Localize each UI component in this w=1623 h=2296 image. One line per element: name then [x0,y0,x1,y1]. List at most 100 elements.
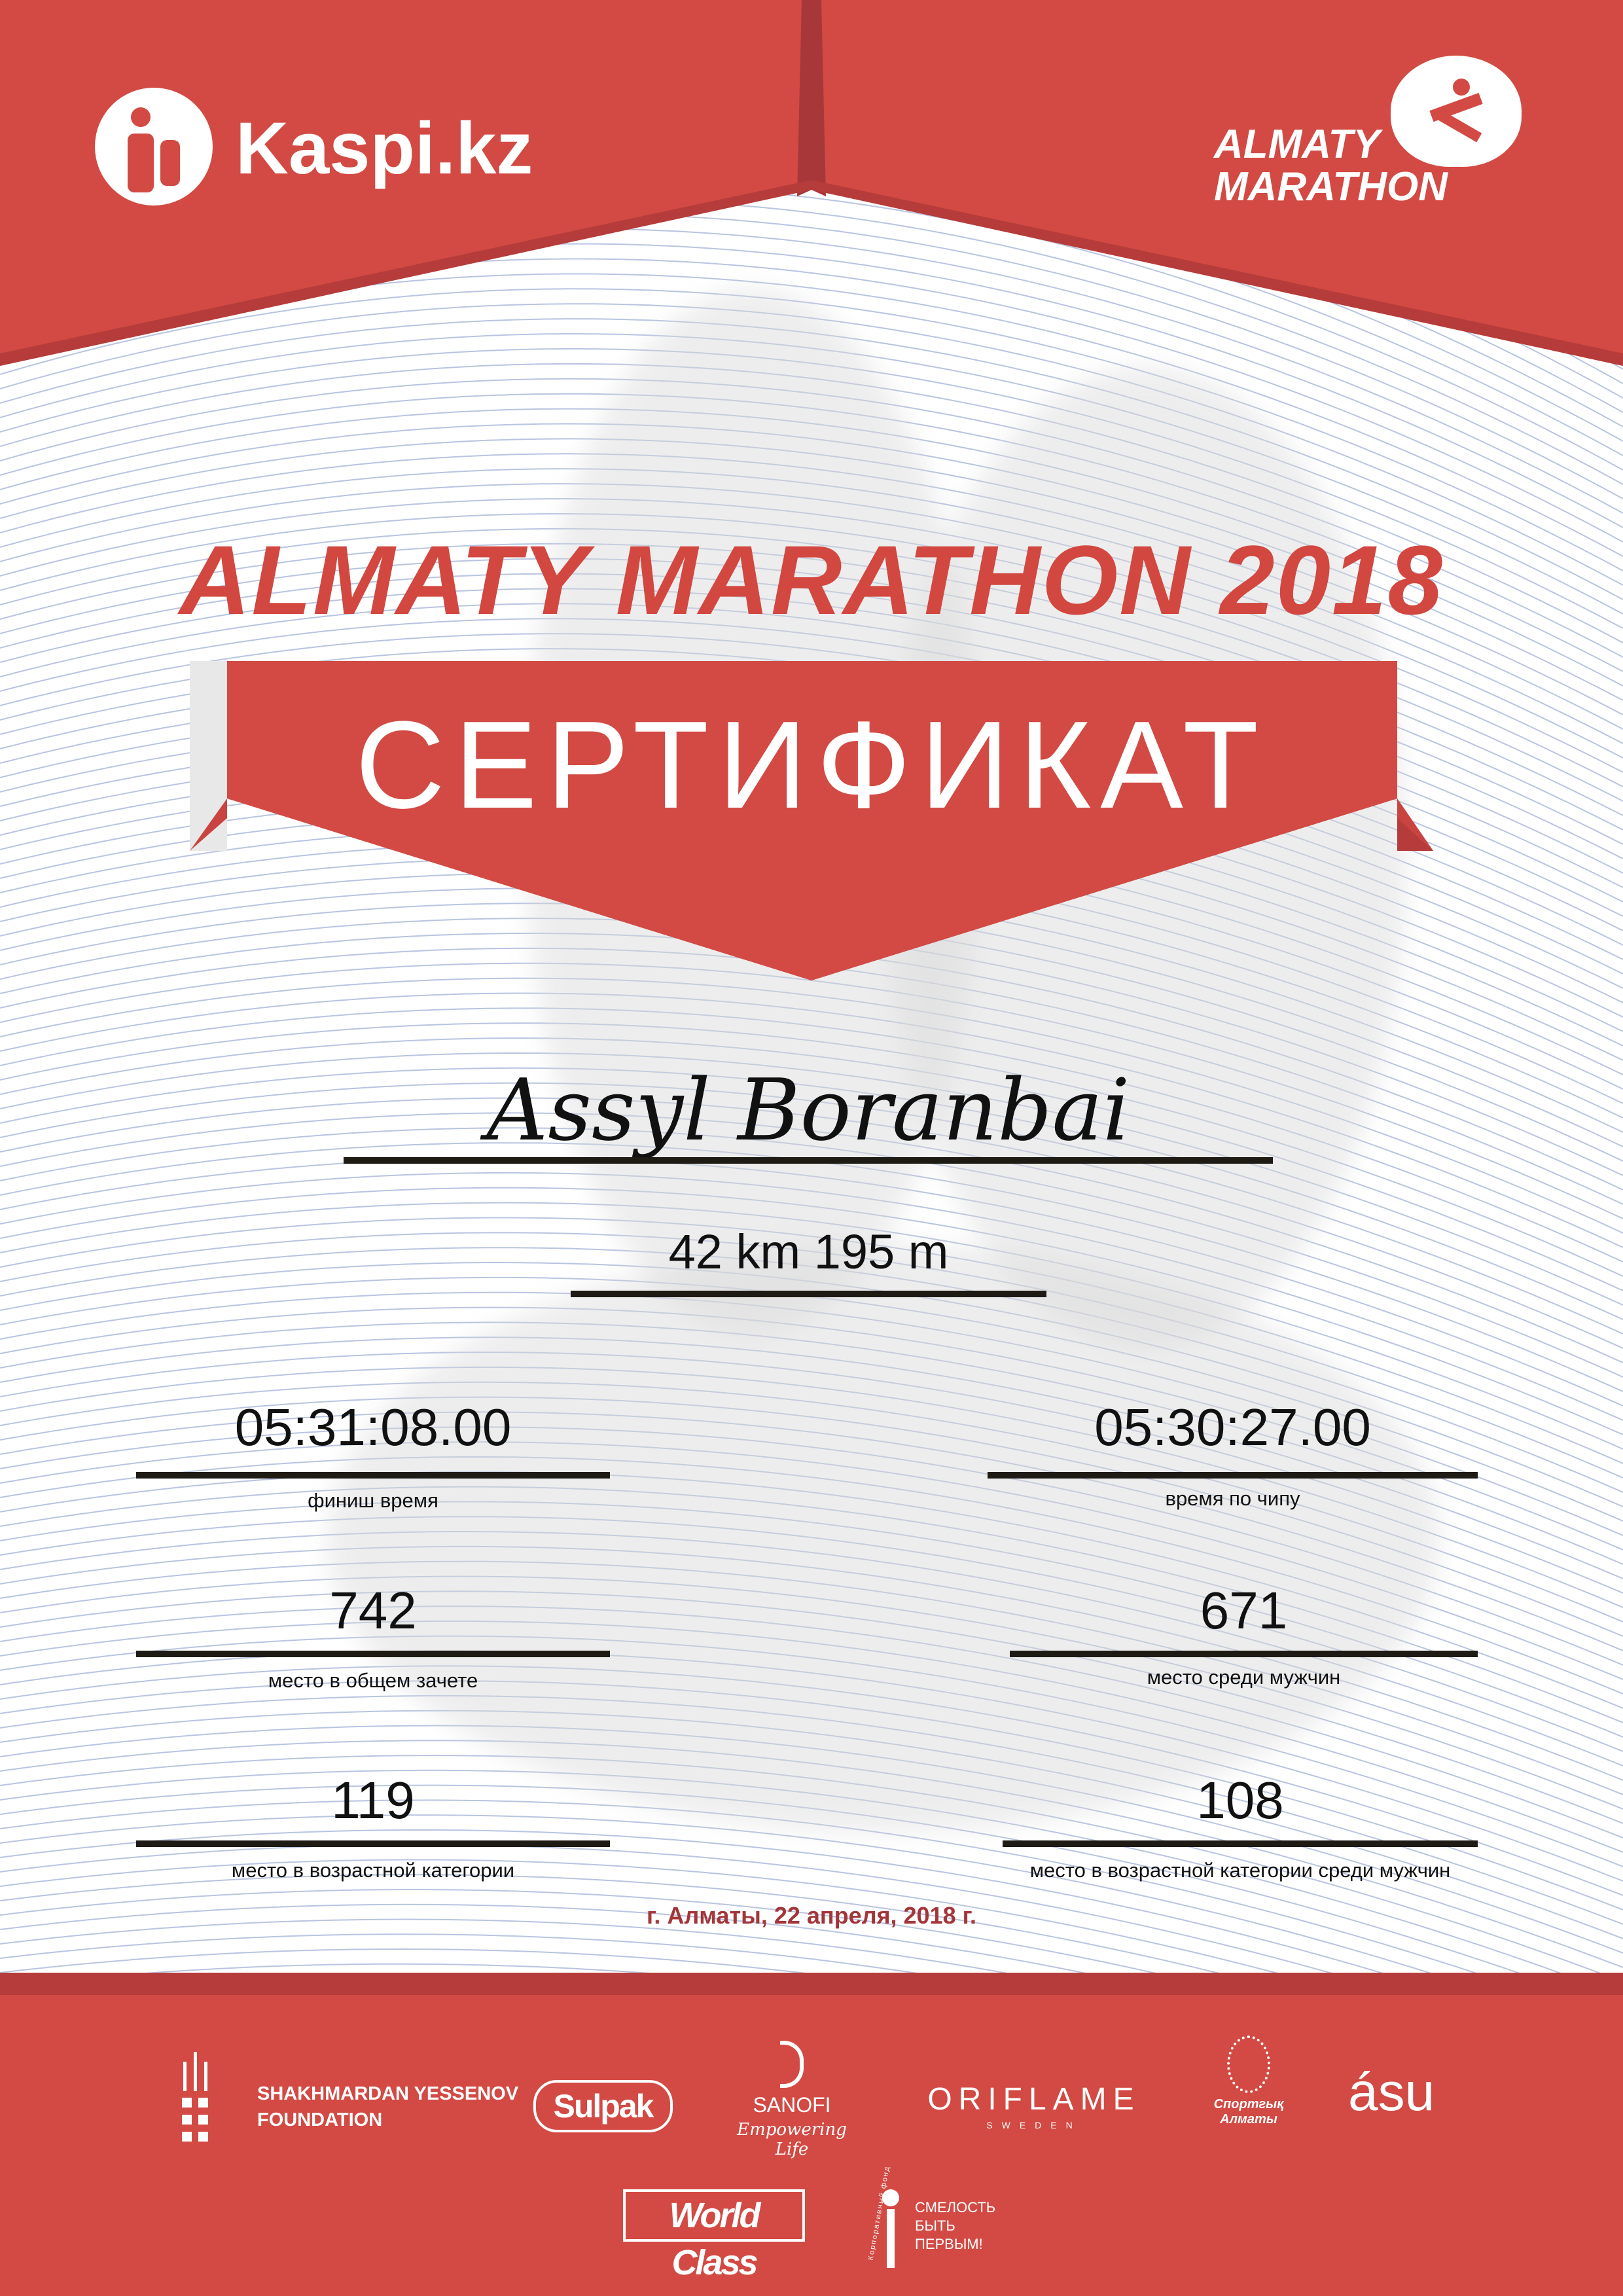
background-line [0,318,1623,600]
background-line [0,1560,1623,1795]
kaspi-logo-text: Kaspi.kz [236,107,533,189]
background-line [0,483,1623,759]
male-place-label: место среди мужчин [1147,1666,1341,1689]
sport-almaty-icon [1227,2036,1270,2093]
background-line [0,1366,1623,1608]
age-male-place-value: 108 [1196,1771,1284,1829]
background-line [0,1321,1623,1565]
worldclass-logo: World Class [623,2189,805,2282]
background-line [0,992,1623,1248]
background-line [0,1202,1623,1450]
background-line [0,332,1623,615]
background-line [0,1396,1623,1637]
background-line [0,363,1623,643]
background-line [0,1725,1623,1954]
underline [136,1472,610,1479]
sanofi-logo: SANOFI Empowering Life [726,2041,857,2159]
fund-text-3: ПЕРВЫМ! [915,2236,983,2252]
sulpak-logo: Sulpak [533,2080,673,2132]
background-line [0,288,1623,571]
background-line [0,1799,1623,2026]
sanofi-tagline: Empowering Life [737,2120,847,2159]
background-line [0,1217,1623,1464]
background-line [0,1486,1623,1723]
background-line [0,1680,1623,1910]
background-line [0,1082,1623,1335]
background-line [0,1381,1623,1623]
background-line [0,1097,1623,1349]
kaspi-logo: Kaspi.kz [95,88,566,206]
background-line [0,468,1623,744]
background-line [0,378,1623,658]
almaty-marathon-logo: ALMATY MARATHON [1214,56,1528,213]
male-place-value: 671 [1200,1581,1288,1640]
background-line [0,1127,1623,1378]
event-logo-line2: MARATHON [1214,164,1448,209]
worldclass-text: World Class [669,2196,761,2282]
age-male-place-label: место в возрастной категории среди мужчи… [1029,1859,1451,1882]
background-line [0,1620,1623,1853]
background-line [0,1441,1623,1680]
background-line [0,497,1623,773]
runner-photo-legs [327,1244,1440,1833]
underline [136,1840,610,1847]
background-line [0,1665,1623,1896]
background-line [0,1022,1623,1277]
underline [988,1472,1478,1479]
chip-time-label: время по чипу [1165,1487,1300,1510]
background-line [0,1590,1623,1824]
background-line [0,1501,1623,1738]
background-line [0,1306,1623,1551]
background-line [0,1007,1623,1263]
background-line [0,1411,1623,1651]
background-line [0,977,1623,1234]
background-line [0,438,1623,715]
asu-logo: ásu [1348,2062,1435,2122]
background-line [0,1291,1623,1536]
background-line [0,1575,1623,1810]
background-line [0,1635,1623,1867]
distance-underline [571,1291,1046,1297]
participant-name: Assyl Boranbai [486,1060,1130,1160]
yessenov-logo: SHAKHMARDAN YESSENOV FOUNDATION [182,2052,518,2144]
age-place-value: 119 [331,1771,415,1829]
finish-time-label: финиш время [308,1489,438,1512]
fund-text-2: БЫТЬ [915,2217,955,2234]
background-line [0,1545,1623,1781]
background-line [0,1605,1623,1839]
background-line [0,393,1623,672]
distance: 42 km 195 m [668,1225,949,1279]
oriflame-logo: ORIFLAME SWEDEN [923,2081,1145,2130]
sanofi-text: SANOFI [753,2093,831,2117]
underline [1003,1840,1478,1847]
oriflame-sub: SWEDEN [986,2120,1082,2130]
background-line [0,1695,1623,1925]
background-line [0,1426,1623,1666]
footer-sponsors [0,1973,1623,2296]
background-line [0,1769,1623,1997]
background-line [0,423,1623,701]
background-line [0,303,1623,586]
background-line [0,1530,1623,1767]
certificate-heading: СЕРТИФИКАТ [355,696,1268,834]
background-line [0,1352,1623,1594]
name-underline [344,1157,1273,1164]
yessenov-icon [182,2052,221,2144]
background-line [0,1067,1623,1320]
kaspi-logo-icon [95,88,213,206]
chip-time-value: 05:30:27.00 [1094,1398,1371,1456]
finish-time-value: 05:31:08.00 [234,1398,512,1456]
overall-place-label: место в общем зачете [268,1669,478,1692]
age-place-label: место в возрастной категории [231,1859,515,1882]
oriflame-text: ORIFLAME [927,2082,1141,2117]
yessenov-text: SHAKHMARDAN YESSENOV [257,2083,519,2104]
background-line [0,1740,1623,1968]
background-line [0,1112,1623,1363]
event-logo-line1: ALMATY [1214,122,1380,167]
background-line [0,1187,1623,1435]
date-place: г. Алматы, 22 апреля, 2018 г. [647,1902,976,1929]
fund-text-1: СМЕЛОСТЬ [915,2199,996,2215]
header-banner [0,0,1623,366]
background-line [0,1052,1623,1306]
certificate-banner [190,661,1433,980]
